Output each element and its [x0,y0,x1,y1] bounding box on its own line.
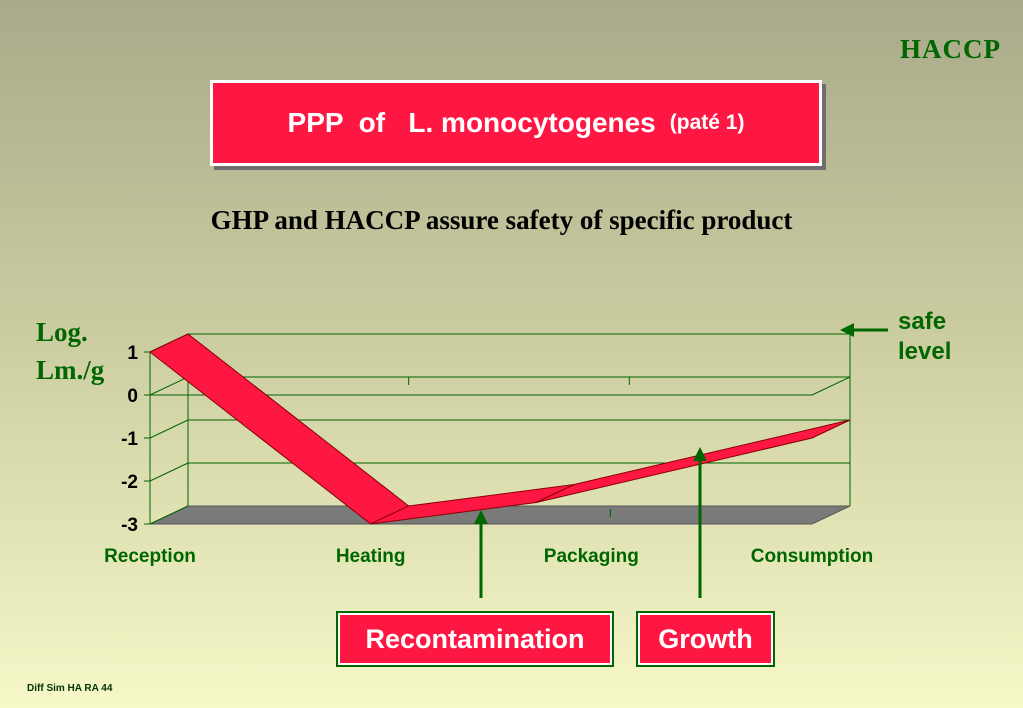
x-category-label-1: Heating [336,546,406,567]
x-category-label-0: Reception [104,546,196,567]
brand-logo: HACCP [900,34,1001,64]
growth-box: Growth [636,611,775,667]
title-box: PPP of L. monocytogenes (paté 1) [210,80,822,166]
y-tick-label-0: 1 [127,343,138,364]
recontamination-arrow-head [474,510,488,524]
y-tick-label-2: -1 [121,429,138,450]
safe-level-line1: safe [898,308,947,335]
x-category-label-3: Consumption [751,546,873,567]
title-sub: (paté 1) [669,111,745,134]
y-axis-label-line2: Lm./g [36,355,105,385]
y-depth-4 [149,505,189,525]
y-axis-label-line1: Log. [36,317,88,347]
recontamination-label: Recontamination [338,613,612,665]
safe-level-line2: level [898,338,952,365]
y-depth-3 [149,462,189,482]
footer-note: Diff Sim HA RA 44 [27,683,113,694]
growth-label: Growth [638,613,773,665]
safe-level-side-line [811,376,851,396]
safe-level-arrow-head [840,323,854,337]
title-main: PPP of L. monocytogenes [287,107,656,138]
y-tick-label-3: -2 [121,472,138,493]
page-subtitle: GHP and HACCP assure safety of specific … [210,205,793,235]
y-depth-1 [149,376,189,396]
chart-floor [149,505,851,525]
recontamination-box: Recontamination [336,611,614,667]
y-tick-label-1: 0 [127,386,138,407]
x-category-label-2: Packaging [544,546,639,567]
ribbon-segment-2 [535,419,851,503]
y-depth-2 [149,419,189,439]
growth-arrow-head [693,447,707,461]
y-tick-label-4: -3 [121,515,138,536]
ribbon-segment-0 [149,333,410,525]
y-axis-label: Log. Lm./g [36,313,104,389]
safe-level-label: safe level [898,307,951,367]
